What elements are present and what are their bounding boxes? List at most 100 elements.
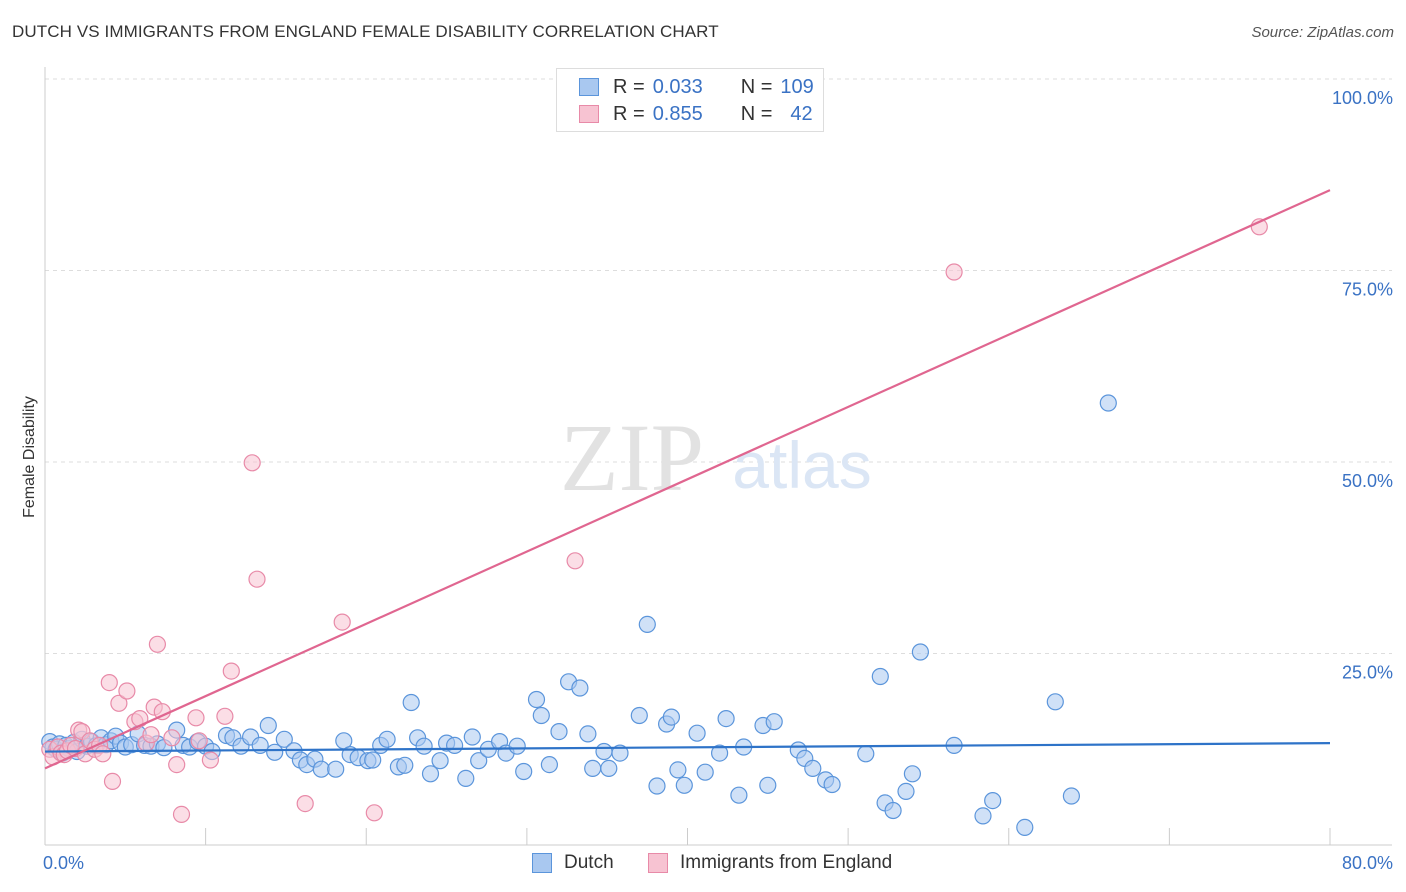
dutch-point: [903, 765, 922, 783]
england-point: [201, 751, 219, 769]
y-tick-label: 75.0%: [1342, 280, 1393, 300]
england-point: [296, 794, 314, 813]
dutch-legend-label: Dutch: [564, 852, 614, 873]
england-point: [163, 729, 181, 747]
watermark-zip: ZIP: [560, 404, 704, 511]
england-point: [100, 673, 118, 692]
dutch-point: [275, 730, 293, 748]
dutch-point: [532, 706, 550, 725]
dutch-point: [527, 690, 546, 709]
y-axis-label: Female Disability: [21, 396, 38, 518]
england-point: [365, 804, 383, 822]
england-point: [168, 755, 186, 774]
y-tick-label: 50.0%: [1342, 471, 1393, 491]
dutch-point: [857, 745, 875, 763]
dutch-point: [730, 786, 748, 804]
dutch-point: [571, 679, 589, 697]
legend-r-value: 0.033: [652, 75, 703, 98]
dutch-point: [974, 807, 992, 825]
england-point: [148, 635, 166, 653]
dutch-point: [415, 737, 433, 755]
england-point: [94, 745, 112, 763]
legend-r-value: 0.855: [652, 102, 703, 125]
legend-r-label: R =: [613, 75, 645, 98]
watermark: ZIP atlas: [560, 404, 872, 511]
dutch-point: [1016, 818, 1034, 837]
dutch-point: [595, 742, 613, 761]
trend-layer: [44, 189, 1331, 770]
points-layer: [41, 218, 1268, 837]
england-point: [142, 726, 160, 744]
england-points: [41, 218, 1268, 824]
england-point: [566, 552, 584, 570]
y-tick-label: 25.0%: [1342, 663, 1393, 683]
england-point: [333, 613, 351, 631]
x-tick-label: 80.0%: [1342, 853, 1393, 873]
england-point: [110, 694, 128, 712]
watermark-atlas: atlas: [732, 428, 871, 502]
dutch-point: [630, 706, 648, 725]
england-point: [243, 454, 261, 472]
dutch-point: [470, 752, 488, 770]
dutch-point: [804, 759, 822, 778]
legend-row-england: R = 0.855 N = 42: [579, 102, 813, 126]
labels-layer: 100.0% 75.0% 50.0% 25.0% 0.0% 80.0%: [43, 88, 1393, 873]
dutch-point: [675, 776, 693, 794]
dutch-point: [579, 725, 597, 743]
legend-item-dutch[interactable]: Dutch: [532, 852, 614, 874]
legend-row-dutch: R = 0.033 N = 109: [579, 75, 814, 99]
legend-item-england[interactable]: Immigrants from England: [648, 852, 892, 874]
england-point: [248, 570, 266, 588]
dutch-swatch: [579, 78, 599, 96]
dutch-point: [327, 760, 345, 778]
dutch-point: [638, 615, 656, 634]
england-point: [190, 732, 208, 750]
england-trend-line: [44, 189, 1331, 770]
dutch-point: [648, 777, 666, 795]
dutch-legend-swatch: [532, 853, 552, 873]
dutch-point: [396, 756, 414, 774]
legend-n-label: N =: [740, 102, 773, 125]
legend-r-label: R =: [613, 102, 645, 125]
dutch-point: [550, 722, 568, 741]
england-legend-swatch: [648, 853, 668, 873]
dutch-point: [765, 713, 783, 731]
dutch-point: [1062, 787, 1081, 805]
x-tick-label: 0.0%: [43, 853, 84, 873]
england-point: [187, 709, 205, 727]
dutch-point: [823, 775, 841, 794]
dutch-point: [884, 801, 902, 820]
stats-legend: R = 0.033 N = 109 R = 0.855 N = 42: [556, 68, 824, 132]
england-swatch: [579, 105, 599, 123]
dutch-point: [984, 791, 1002, 810]
y-tick-label: 100.0%: [1332, 88, 1393, 108]
dutch-point: [312, 760, 330, 778]
source-label: Source: ZipAtlas.com: [1251, 24, 1394, 41]
dutch-point: [669, 761, 687, 779]
england-point: [172, 805, 191, 824]
axes-layer: [44, 67, 1392, 846]
england-point: [216, 707, 234, 725]
dutch-point: [584, 759, 602, 778]
dutch-point: [911, 643, 930, 661]
grid-layer: [45, 78, 1392, 654]
dutch-point: [402, 693, 420, 712]
dutch-point: [259, 716, 277, 735]
series-legend: Dutch Immigrants from England: [0, 852, 1406, 876]
england-legend-label: Immigrants from England: [680, 852, 893, 873]
dutch-point: [710, 744, 729, 762]
legend-n-value: 42: [790, 102, 813, 125]
dutch-point: [759, 776, 777, 794]
dutch-point: [457, 769, 475, 788]
dutch-point: [515, 762, 533, 781]
chart-title: DUTCH VS IMMIGRANTS FROM ENGLAND FEMALE …: [12, 22, 719, 41]
dutch-trend-line: [44, 742, 1331, 753]
dutch-point: [1046, 693, 1064, 711]
dutch-point: [1099, 394, 1117, 412]
dutch-point: [897, 782, 915, 801]
dutch-point: [421, 765, 440, 783]
england-point: [945, 263, 963, 281]
dutch-point: [508, 737, 526, 755]
dutch-point: [717, 709, 735, 728]
